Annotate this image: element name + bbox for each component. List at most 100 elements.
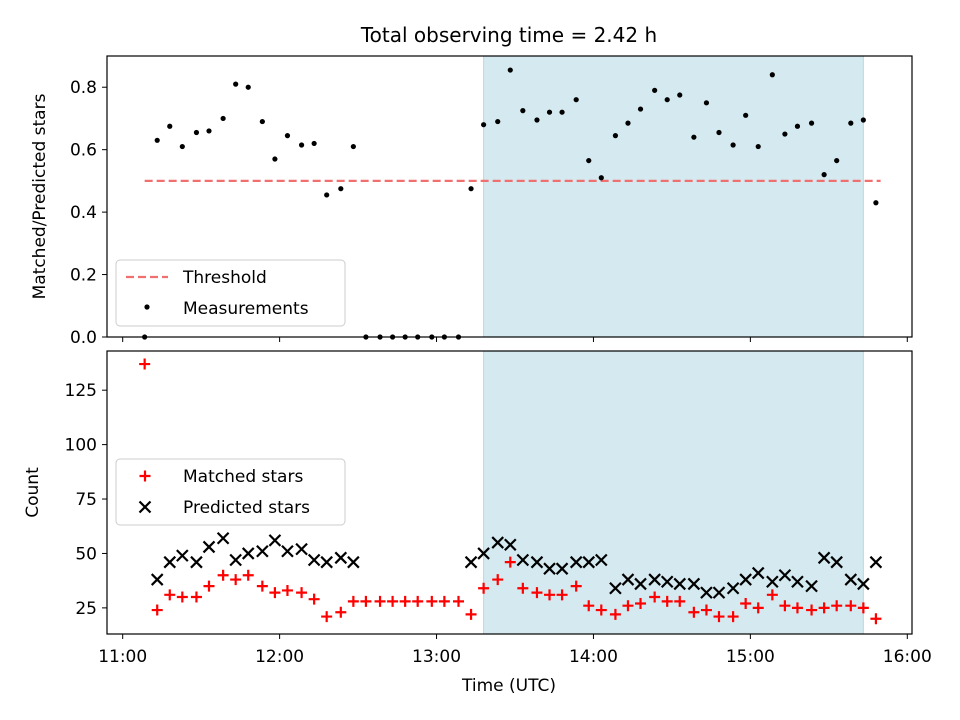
data-point <box>609 608 621 620</box>
y-tick-label: 0.6 <box>70 141 97 161</box>
data-point <box>412 595 424 607</box>
data-point <box>464 555 478 569</box>
data-point <box>139 470 151 482</box>
data-point <box>873 200 879 206</box>
y-axis-label: Matched/Predicted stars <box>30 93 50 299</box>
data-point <box>203 580 215 592</box>
data-point <box>167 123 173 129</box>
data-point <box>543 562 556 575</box>
axes-frame <box>106 55 913 338</box>
data-point <box>495 118 501 125</box>
data-point <box>621 573 635 586</box>
data-point <box>673 577 687 591</box>
data-point <box>716 129 722 136</box>
data-point <box>468 186 474 192</box>
data-point <box>193 129 200 136</box>
legend-measurements-swatch <box>144 304 150 310</box>
data-point <box>190 591 202 603</box>
data-point <box>726 582 740 595</box>
data-point <box>256 580 268 592</box>
data-point <box>242 569 254 581</box>
data-point <box>516 553 530 567</box>
data-point <box>298 142 305 148</box>
data-point <box>334 551 348 565</box>
data-point <box>700 604 712 616</box>
data-point <box>335 606 347 618</box>
data-point <box>531 587 543 599</box>
data-point <box>504 538 517 552</box>
data-point <box>660 575 674 589</box>
data-point <box>752 602 764 614</box>
data-point <box>834 157 840 164</box>
x-tick-label: 11:00 <box>98 647 147 667</box>
data-point <box>256 544 269 558</box>
data-point <box>555 562 569 575</box>
data-point <box>311 140 317 147</box>
data-point <box>556 589 568 601</box>
data-point <box>481 122 487 128</box>
legend-label: Predicted stars <box>183 498 310 518</box>
y-tick-label: 125 <box>65 381 97 401</box>
data-point <box>677 92 683 98</box>
x-tick-label: 16:00 <box>883 647 932 667</box>
data-point <box>230 574 242 586</box>
data-point <box>791 602 803 614</box>
data-point <box>806 604 818 616</box>
data-point <box>612 133 619 139</box>
data-point <box>652 87 658 93</box>
panel-count: 11:00 12:00 13:00 14:00 15:00 16:00 25 50 75 100 1… <box>23 350 932 667</box>
data-point <box>661 595 673 607</box>
y-tick-label: 0.0 <box>70 328 97 348</box>
data-point <box>350 143 356 150</box>
data-point <box>154 137 160 143</box>
legend-label: Measurements <box>183 299 309 319</box>
data-point <box>691 134 697 140</box>
axes-frame <box>106 350 913 635</box>
data-point <box>743 112 749 118</box>
data-point <box>857 602 869 614</box>
data-point <box>268 534 282 547</box>
data-point <box>755 143 761 150</box>
data-point <box>478 582 490 594</box>
data-point <box>622 600 634 612</box>
data-point <box>151 604 163 616</box>
legend: Threshold Measurements <box>115 259 346 327</box>
data-point <box>769 72 775 78</box>
data-point <box>176 549 189 562</box>
data-point <box>517 582 529 594</box>
data-point <box>259 118 265 125</box>
data-point <box>321 611 333 623</box>
data-point <box>504 556 516 568</box>
data-point <box>559 109 565 115</box>
y-tick-label: 100 <box>65 436 97 456</box>
chart-title: Total observing time = 2.42 h <box>360 23 657 47</box>
data-point <box>202 540 216 554</box>
data-point <box>295 542 308 556</box>
data-point <box>844 573 858 586</box>
data-point <box>751 566 765 580</box>
data-point <box>778 568 792 582</box>
data-point <box>347 595 359 607</box>
data-point <box>649 591 661 603</box>
data-point <box>782 131 788 137</box>
y-tick-label: 0.2 <box>70 266 97 286</box>
data-point <box>520 108 526 114</box>
legend-box <box>115 458 346 526</box>
data-point <box>805 579 818 593</box>
x-tick-label: 12:00 <box>255 647 304 667</box>
data-point <box>674 595 686 607</box>
data-point <box>453 595 465 607</box>
data-point <box>831 600 843 612</box>
data-point <box>281 584 293 596</box>
data-point <box>582 555 596 569</box>
legend-label: Threshold <box>182 268 267 288</box>
data-point <box>794 123 801 129</box>
data-point <box>190 555 203 569</box>
data-point <box>163 555 177 569</box>
data-point <box>399 595 411 607</box>
data-point <box>229 553 242 567</box>
legend: Matched stars Predicted stars <box>115 458 346 526</box>
data-point <box>845 600 857 612</box>
data-point <box>338 186 344 192</box>
